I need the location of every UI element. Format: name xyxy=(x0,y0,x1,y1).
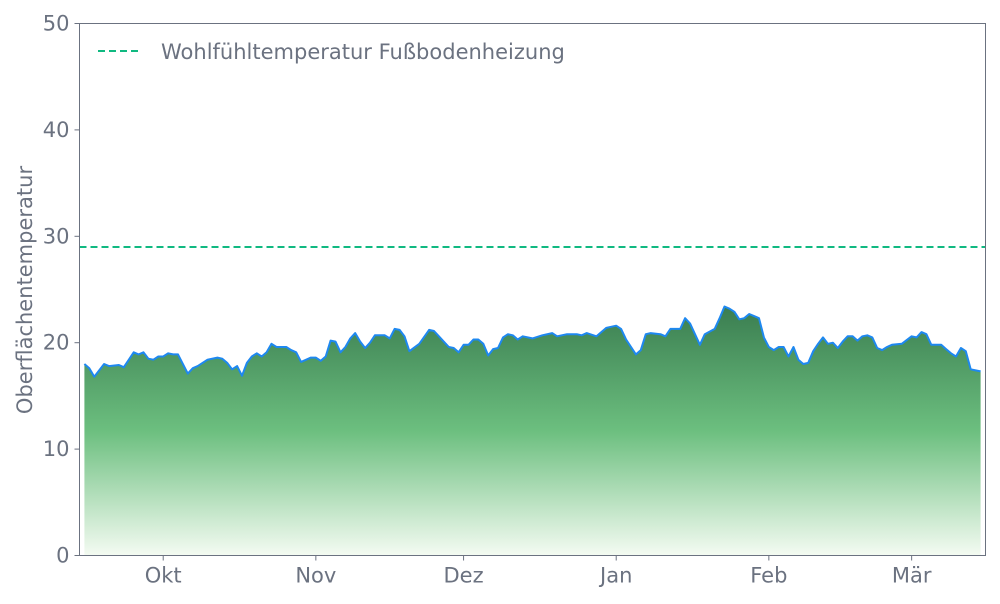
x-tick-label: Mär xyxy=(892,564,932,588)
x-tick-label: Jan xyxy=(598,564,632,588)
y-tick-label: 20 xyxy=(43,331,70,355)
x-tick-label: Dez xyxy=(444,564,484,588)
y-tick-label: 10 xyxy=(43,437,70,461)
legend-label: Wohlfühltemperatur Fußbodenheizung xyxy=(161,40,565,64)
x-tick-label: Okt xyxy=(145,564,182,588)
x-tick-label: Nov xyxy=(295,564,336,588)
y-tick-label: 40 xyxy=(43,118,70,142)
x-tick-label: Feb xyxy=(750,564,787,588)
area-fill xyxy=(84,307,980,556)
y-tick-label: 30 xyxy=(43,224,70,248)
y-tick-label: 0 xyxy=(56,544,69,568)
y-tick-label: 50 xyxy=(43,12,70,36)
y-axis-label: Oberflächentemperatur xyxy=(13,166,37,415)
legend: Wohlfühltemperatur Fußbodenheizung xyxy=(98,40,565,64)
